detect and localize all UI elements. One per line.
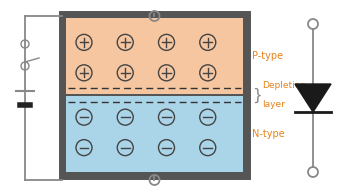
Bar [62, 14, 247, 176]
Polygon shape [295, 84, 331, 112]
Bar [66, 96, 243, 172]
Text: }: } [252, 87, 262, 103]
Text: layer: layer [262, 100, 285, 109]
Text: P-type: P-type [252, 51, 283, 61]
Text: Depletion: Depletion [262, 81, 306, 90]
Text: N-type: N-type [252, 129, 285, 139]
Bar [66, 18, 243, 94]
